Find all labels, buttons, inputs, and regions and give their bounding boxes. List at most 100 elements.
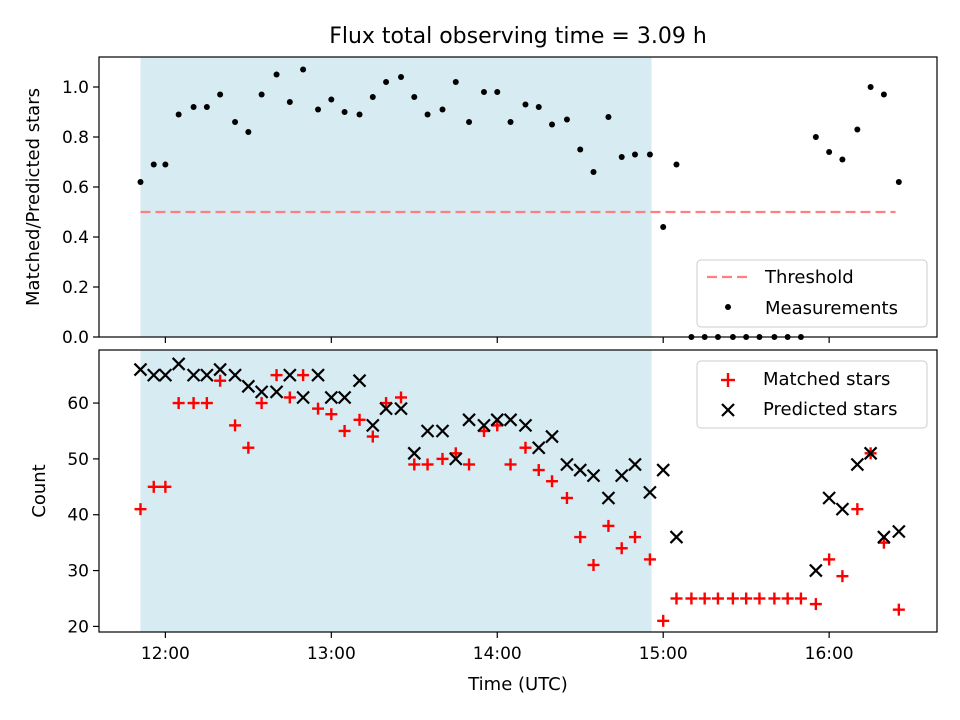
predicted-star-point xyxy=(490,413,505,427)
matched-star-point xyxy=(242,441,255,454)
matched-star-point xyxy=(560,491,573,504)
matched-star-point xyxy=(312,402,325,415)
matched-star-point xyxy=(670,592,683,605)
predicted-star-point xyxy=(133,362,148,377)
x-tick-label: 14:00 xyxy=(473,644,522,664)
matched-star-point xyxy=(836,570,849,583)
measurement-point xyxy=(341,109,348,115)
predicted-star-point xyxy=(835,502,850,516)
matched-star-point xyxy=(436,452,449,465)
measurement-point xyxy=(286,99,293,105)
matched-star-point xyxy=(740,592,753,605)
predicted-star-point xyxy=(435,424,450,438)
measurement-point xyxy=(618,154,625,160)
predicted-star-point xyxy=(643,485,657,500)
measurement-point xyxy=(494,89,501,95)
matched-star-point xyxy=(297,369,310,382)
predicted-star-point xyxy=(241,379,256,394)
top-y-tick-label: 0.2 xyxy=(62,278,89,298)
measurement-point xyxy=(507,119,514,125)
measurement-point xyxy=(315,106,322,113)
predicted-star-point xyxy=(531,440,546,455)
measurement-point xyxy=(480,89,487,95)
matched-star-point xyxy=(781,592,794,605)
measurement-point xyxy=(673,161,680,168)
top-plot-frame xyxy=(98,56,938,338)
predicted-star-point xyxy=(337,390,352,405)
matched-star-point xyxy=(187,397,200,410)
measurement-point xyxy=(605,114,612,120)
predicted-star-point xyxy=(477,418,491,433)
matched-star-point xyxy=(380,397,393,410)
measurement-point xyxy=(452,79,459,85)
predicted-star-point xyxy=(448,452,463,466)
predicted-star-point xyxy=(560,457,574,472)
top-y-tick-label: 0.6 xyxy=(62,178,89,198)
measurement-point xyxy=(258,91,265,98)
measurement-point xyxy=(880,91,887,98)
top-observing-window-shade xyxy=(140,57,652,337)
measurement-point xyxy=(631,151,638,158)
measurement-point xyxy=(535,104,542,110)
predicted-star-point xyxy=(518,418,533,433)
top-axis-ticks: 0.0 0.2 0.4 0.6 0.8 1.0 xyxy=(62,78,830,348)
x-tick-label: 15:00 xyxy=(639,644,688,664)
legend-matched-label: Matched stars xyxy=(763,369,890,390)
measurement-point xyxy=(466,119,473,125)
matched-star-point xyxy=(477,424,490,437)
predicted-star-point xyxy=(158,368,173,382)
predicted-star-point xyxy=(213,362,227,377)
top-y-tick-label: 0.8 xyxy=(62,128,89,148)
x-tick-label: 13:00 xyxy=(307,644,356,664)
measurement-point xyxy=(812,134,819,140)
matched-star-point xyxy=(134,503,147,516)
matched-star-point xyxy=(463,458,476,471)
predicted-star-point xyxy=(269,385,284,399)
predicted-star-point xyxy=(394,401,408,416)
legend-matched-swatch xyxy=(721,373,735,387)
top-y-tick-label: 1.0 xyxy=(62,78,89,98)
measurement-point xyxy=(646,151,653,158)
predicted-star-point xyxy=(171,357,186,371)
matched-star-point xyxy=(491,419,504,432)
predicted-star-point xyxy=(573,463,588,477)
predicted-star-point xyxy=(809,563,823,578)
matched-star-point xyxy=(255,397,268,410)
measurement-point xyxy=(854,126,861,133)
bottom-observing-window-shade xyxy=(140,350,652,632)
measurement-point xyxy=(895,179,902,185)
measurement-point xyxy=(137,179,144,185)
matched-star-point xyxy=(794,592,807,605)
matched-star-point xyxy=(726,592,739,605)
predicted-star-point xyxy=(462,413,476,427)
measurement-point xyxy=(150,161,157,168)
measurement-point xyxy=(867,84,874,90)
bottom-plot-frame xyxy=(98,349,938,633)
measurement-point xyxy=(383,79,390,85)
predicted-star-point xyxy=(822,491,836,505)
top-legend: Threshold Measurements xyxy=(696,259,928,328)
bottom-y-tick-label: 60 xyxy=(67,394,89,414)
measurement-point xyxy=(300,66,307,73)
matched-star-point xyxy=(587,558,600,571)
matched-star-point xyxy=(449,447,462,460)
bottom-legend-box xyxy=(696,360,928,429)
measurement-point xyxy=(398,74,405,80)
predicted-star-point xyxy=(601,491,616,505)
bottom-axis-ticks: 20 30 40 50 60 12:00 13:00 14:00 15:00 16:00 xyxy=(67,394,853,664)
matched-star-point xyxy=(504,458,517,471)
bottom-y-tick-label: 40 xyxy=(67,506,89,526)
predicted-star-point xyxy=(352,373,367,388)
x-tick-label: 16:00 xyxy=(805,644,854,664)
matched-star-point xyxy=(546,475,559,488)
top-y-axis-label: Matched/Predicted stars xyxy=(23,88,44,306)
x-axis-label: Time (UTC) xyxy=(467,674,568,695)
measurement-point xyxy=(411,94,418,100)
predicted-star-point xyxy=(366,418,380,433)
bottom-y-axis-label: Count xyxy=(29,464,50,517)
matched-star-point xyxy=(877,536,890,549)
predicted-stars-series xyxy=(133,357,906,578)
matched-star-point xyxy=(283,391,296,404)
bottom-y-tick-label: 20 xyxy=(67,617,89,637)
predicted-star-point xyxy=(420,424,435,438)
